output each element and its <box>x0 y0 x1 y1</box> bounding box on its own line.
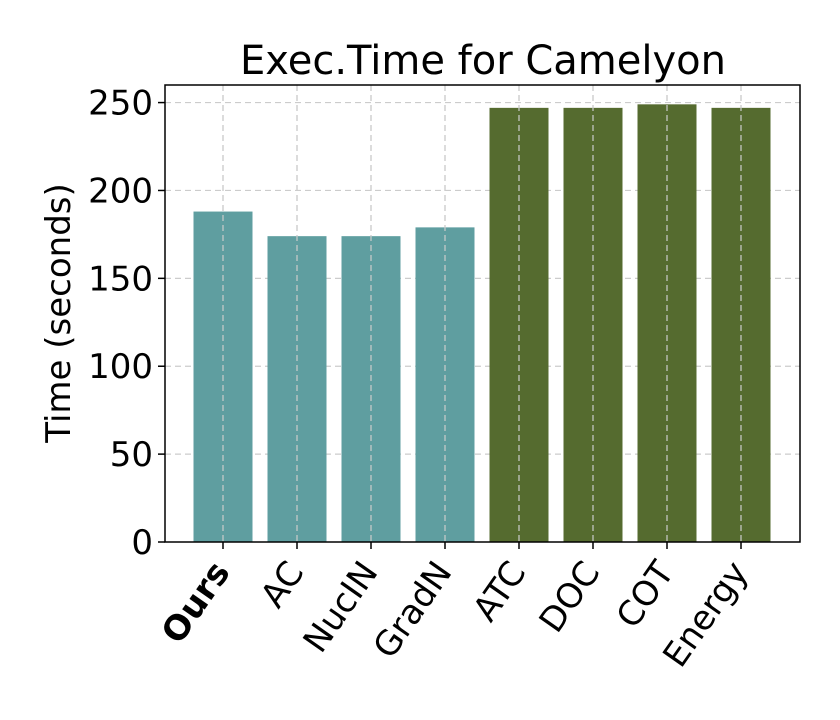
bars <box>193 85 771 543</box>
x-tick-label: AC <box>253 554 312 615</box>
bar-gradn <box>415 227 475 542</box>
x-tick-label: GradN <box>366 554 461 666</box>
y-tick-label: 100 <box>88 347 153 387</box>
x-tick-label: COT <box>609 554 683 636</box>
y-tick-label: 200 <box>88 171 153 211</box>
y-tick-label: 150 <box>88 259 153 299</box>
chart-title: Exec.Time for Camelyon <box>240 38 726 84</box>
x-tick-label: ATC <box>465 554 534 629</box>
x-tick-label: Ours <box>154 554 238 651</box>
y-axis-ticks: 0 50 100 150 200 250 <box>88 84 165 563</box>
grid-lines <box>165 85 800 542</box>
y-tick-label: 50 <box>110 435 153 475</box>
x-tick-label: DOC <box>532 554 609 640</box>
plot-frame <box>164 84 801 543</box>
y-tick-label: 0 <box>131 523 153 563</box>
y-tick-label: 250 <box>88 84 153 124</box>
y-axis-label: Time (seconds) <box>39 183 79 444</box>
